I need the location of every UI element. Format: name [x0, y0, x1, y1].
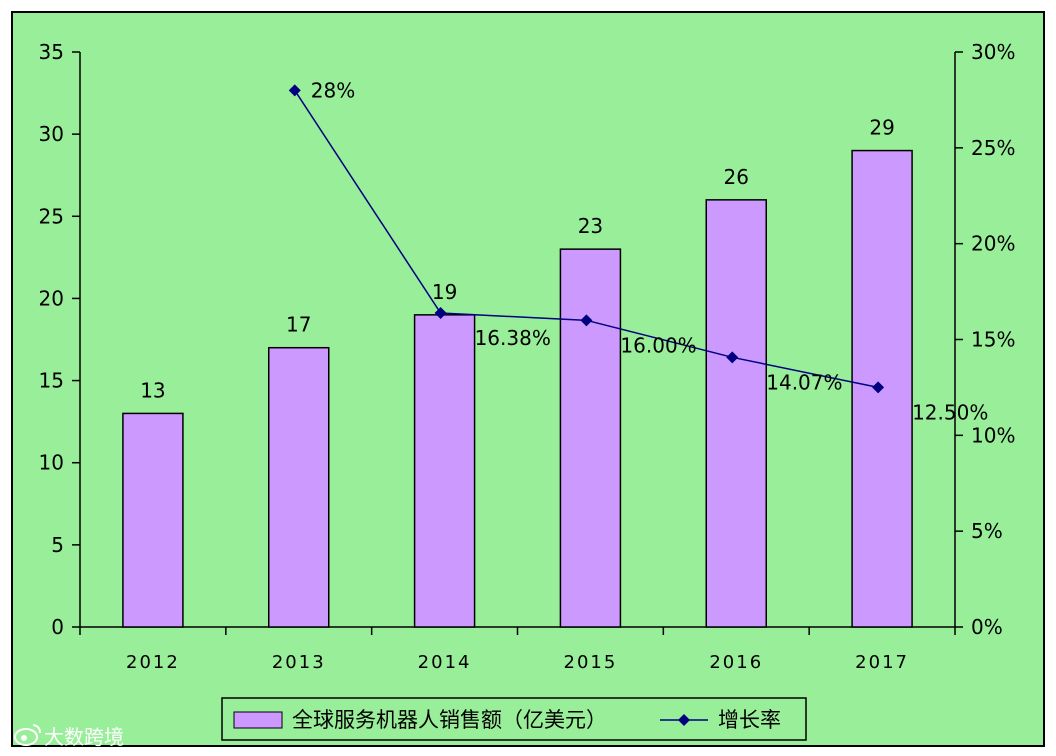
bar [122, 412, 184, 628]
bar-value-label: 13 [140, 378, 165, 402]
bar [413, 314, 476, 628]
line-value-label: 16.00% [620, 333, 696, 357]
watermark: 大数跨境 [14, 724, 124, 749]
y-right-tick-label: 20% [971, 232, 1015, 256]
x-tick-label: 2012 [126, 652, 180, 673]
legend: 全球服务机器人销售额（亿美元） 增长率 [221, 697, 807, 741]
line-marker [288, 84, 301, 97]
y-left-tick-label: 0 [51, 615, 64, 639]
line-marker [726, 351, 739, 364]
bar-series [122, 149, 913, 628]
y-left-tick-label: 10 [39, 451, 64, 475]
legend-box [221, 697, 807, 741]
y-right-tick-label: 15% [971, 328, 1015, 352]
y-axis-left-ticks: 0 5 10 15 20 25 30 35 [39, 40, 80, 639]
y-left-tick-label: 20 [39, 286, 64, 310]
line-data-labels: 28% 16.38% 16.00% 14.07% 12.50% [311, 78, 989, 424]
bar-value-label: 23 [578, 214, 603, 238]
bar-data-labels: 13 17 19 23 26 29 [140, 116, 895, 403]
line-value-label: 28% [311, 78, 355, 102]
x-tick-label: 2015 [564, 652, 618, 673]
y-left-tick-label: 30 [39, 122, 64, 146]
legend-bar-label: 全球服务机器人销售额（亿美元） [292, 708, 607, 732]
x-tick-label: 2016 [709, 652, 763, 673]
y-right-tick-label: 10% [971, 423, 1015, 447]
line-series [288, 84, 885, 394]
bar [705, 199, 767, 628]
bar-value-label: 17 [286, 313, 311, 337]
y-left-tick-label: 15 [39, 369, 64, 393]
watermark-text: 大数跨境 [44, 725, 124, 749]
line-value-label: 14.07% [766, 370, 842, 394]
x-tick-label: 2014 [418, 652, 472, 673]
bar-value-label: 19 [432, 280, 457, 304]
bar-value-label: 26 [724, 165, 749, 189]
bar [268, 346, 330, 628]
bar-value-label: 29 [869, 116, 894, 140]
line-value-label: 16.38% [475, 326, 551, 350]
y-right-tick-label: 30% [971, 40, 1015, 64]
line-marker [434, 307, 447, 320]
legend-line-label: 增长率 [718, 708, 781, 732]
bar [559, 248, 622, 628]
x-axis-ticks: 2012 2013 2014 2015 2016 2017 [79, 627, 956, 673]
x-tick-label: 2013 [272, 652, 326, 673]
y-axis-right-ticks: 0% 5% 10% 15% 20% 25% 30% [955, 40, 1015, 639]
y-left-tick-label: 5 [51, 533, 64, 557]
line-value-label: 12.50% [912, 400, 988, 424]
legend-bar-swatch [233, 711, 283, 729]
y-right-tick-label: 0% [971, 615, 1003, 639]
legend-line-marker [678, 714, 690, 726]
y-left-tick-label: 35 [39, 40, 64, 64]
line-marker [872, 381, 885, 394]
weibo-icon [14, 724, 41, 746]
y-right-tick-label: 25% [971, 136, 1015, 160]
y-left-tick-label: 25 [39, 204, 64, 228]
y-right-tick-label: 5% [971, 519, 1003, 543]
line-marker [580, 314, 593, 327]
x-tick-label: 2017 [855, 652, 909, 673]
